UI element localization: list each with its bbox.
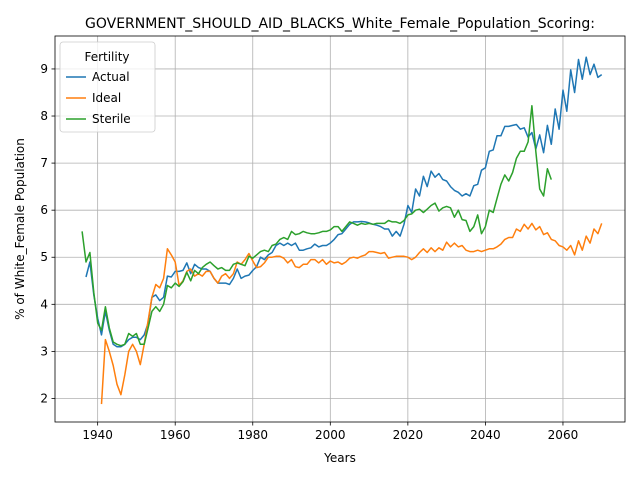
y-tick-label: 2 bbox=[40, 391, 48, 405]
chart-title: GOVERNMENT_SHOULD_AID_BLACKS_White_Femal… bbox=[85, 16, 595, 32]
y-tick-label: 4 bbox=[40, 297, 48, 311]
grid-lines bbox=[55, 36, 625, 422]
x-axis-label: Years bbox=[323, 451, 356, 465]
y-tick-label: 8 bbox=[40, 109, 48, 123]
y-tick-label: 3 bbox=[40, 344, 48, 358]
x-tick-label: 2020 bbox=[393, 428, 424, 442]
x-tick-label: 2040 bbox=[470, 428, 501, 442]
legend-entries: Actual Ideal Sterile bbox=[66, 70, 131, 126]
y-tick-label: 5 bbox=[40, 250, 48, 264]
legend-label-ideal: Ideal bbox=[92, 91, 121, 105]
legend-title: Fertility bbox=[84, 50, 129, 64]
x-tick-label: 1960 bbox=[160, 428, 191, 442]
series-line-sterile bbox=[81, 104, 553, 347]
x-tick-label: 1940 bbox=[82, 428, 113, 442]
y-tick-label: 6 bbox=[40, 203, 48, 217]
axis-ticks: 1940 1960 1980 2000 2020 2040 2060 2 3 4 5 6 7 8 9 bbox=[40, 62, 578, 442]
x-tick-label: 2000 bbox=[315, 428, 346, 442]
x-tick-label: 2060 bbox=[548, 428, 579, 442]
y-tick-label: 7 bbox=[40, 156, 48, 170]
legend-box bbox=[59, 41, 156, 133]
series-line-actual bbox=[85, 56, 603, 348]
legend-label-sterile: Sterile bbox=[92, 112, 131, 126]
y-axis-label: % of White_Female Population bbox=[13, 138, 27, 320]
legend: Fertility Actual Ideal Sterile bbox=[59, 41, 156, 133]
series-lines bbox=[81, 56, 603, 405]
plot-frame bbox=[54, 35, 626, 423]
x-tick-label: 1980 bbox=[237, 428, 268, 442]
legend-label-actual: Actual bbox=[92, 70, 130, 84]
y-tick-label: 9 bbox=[40, 62, 48, 76]
